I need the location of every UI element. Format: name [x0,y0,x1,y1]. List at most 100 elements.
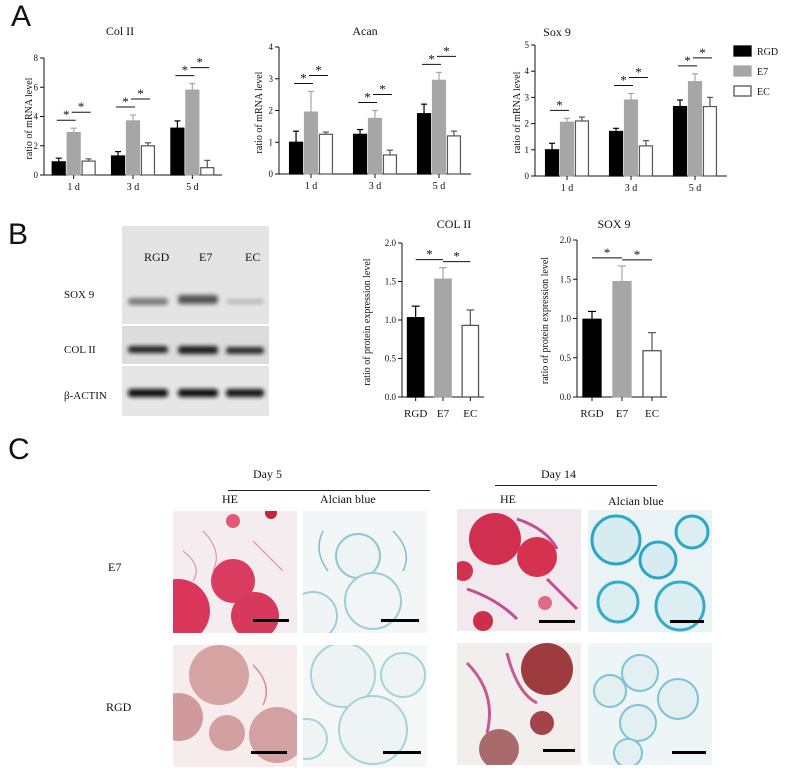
y-tick-label: 2 [525,119,530,129]
significance-star: * [556,97,563,112]
y-tick-label: 1.5 [385,277,397,287]
y-tick-label: 1.0 [385,315,397,325]
significance-star: * [635,64,642,79]
y-tick-label: 3 [269,74,274,84]
y-tick-label: 2 [269,106,274,116]
micrograph-e7-day5-alcian [303,511,427,633]
significance-star: * [300,70,307,85]
panel-letter-a: A [11,0,32,33]
significance-star: * [453,249,460,264]
y-tick-label: 6 [34,82,39,92]
x-tick-label: 3 d [369,181,382,192]
bar [559,121,575,177]
y-tick-label: 0.5 [385,354,397,364]
y-tick-label: 0.0 [560,392,572,402]
chart-title: Col II [106,24,134,38]
bar [406,317,425,398]
bar [200,167,215,176]
x-tick-label: 3 d [127,182,140,193]
y-tick-label: 0 [34,170,39,180]
y-axis-label: ratio of mRNA level [254,71,265,153]
y-tick-label: 0 [269,169,274,179]
y-tick-label: 0 [525,171,530,181]
blot-row-label-col2: COL II [64,344,96,356]
western-blot [122,226,269,416]
x-tick-label: RGD [580,408,603,420]
row-label-rgd: RGD [106,700,132,714]
chart-title: Acan [352,24,377,38]
x-tick-label: E7 [437,408,450,420]
scale-bar [253,619,289,622]
bar [582,318,602,398]
significance-star: * [699,45,706,60]
bar [382,154,398,175]
y-tick-label: 1.0 [560,314,572,324]
y-tick-label: 4 [34,112,39,122]
bar [170,127,185,176]
x-tick-label: 5 d [433,181,446,192]
bar [51,161,66,176]
y-tick-label: 4 [525,66,530,76]
significance-star: * [604,245,611,260]
significance-star: * [78,99,85,114]
significance-star: * [426,247,433,262]
y-tick-label: 8 [34,53,39,63]
significance-star: * [63,107,70,122]
panel-letter-b: B [8,218,29,251]
y-tick-label: 1.5 [560,274,572,284]
bar [318,133,334,175]
significance-star: * [315,62,322,77]
y-axis-label: ratio of protein expression level [540,257,551,384]
blot-lane-label-rgd: RGD [144,250,170,264]
x-tick-label: EC [645,408,659,420]
col-label-he-1: HE [222,492,238,506]
blot-row-label-sox9: SOX 9 [64,289,95,301]
y-tick-label: 4 [269,42,274,52]
col-label-he-2: HE [500,492,516,506]
bar [623,99,639,177]
bar [638,145,654,177]
row-label-e7: E7 [108,560,122,574]
y-tick-label: 2 [34,141,39,151]
micrograph-rgd-day14-he [457,643,581,765]
significance-star: * [620,72,627,87]
group-label-day5: Day 5 [253,467,282,481]
micrograph-e7-day14-he [457,509,581,631]
y-tick-label: 3 [525,92,530,102]
x-tick-label: RGD [404,408,427,420]
significance-star: * [197,55,204,70]
scale-bar [383,751,421,754]
scale-bar [251,751,287,754]
significance-star: * [684,53,691,68]
western-blot-image [122,226,269,416]
y-axis-label: ratio of protein expression level [362,258,373,385]
x-tick-label: 1 d [561,183,574,194]
bar [367,117,383,175]
bar [612,280,632,398]
blot-lane-label-ec: EC [245,250,261,264]
micrograph-e7-day14-alcian [588,510,712,632]
scale-bar [670,620,704,623]
legend-label: EC [757,87,770,98]
bar [416,113,432,175]
legend-label: E7 [757,67,768,78]
scale-bar [543,749,575,752]
blot-row-label-actin: β-ACTIN [64,390,107,402]
significance-star: * [122,94,129,109]
bar [288,141,304,175]
bar [687,81,703,177]
legend-swatch [733,45,752,57]
micrograph-rgd-day5-alcian [303,645,427,767]
significance-star: * [137,86,144,101]
scale-bar [539,620,575,623]
scale-bar [672,751,706,754]
x-tick-label: EC [463,408,477,420]
micrograph-e7-day5-he [173,511,297,633]
y-tick-label: 0.5 [560,353,572,363]
x-tick-label: 1 d [305,181,318,192]
bar [434,278,452,398]
bar [110,155,126,176]
group-label-day14: Day 14 [541,467,576,481]
bar [303,111,319,175]
panel-letter-c: C [8,433,30,466]
